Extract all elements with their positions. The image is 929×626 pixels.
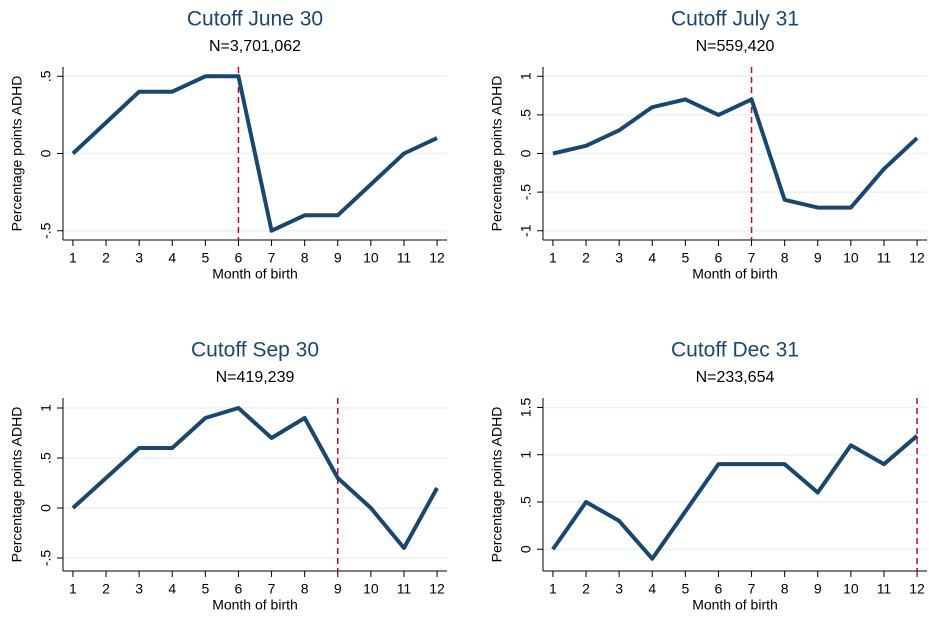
x-tick-label: 11	[397, 581, 412, 597]
chart-title: Cutoff Sep 30	[191, 339, 319, 362]
chart-subtitle: N=419,239	[216, 369, 295, 386]
x-tick-label: 4	[648, 250, 656, 266]
x-tick-label: 8	[781, 581, 789, 597]
x-tick-label: 7	[268, 250, 276, 266]
data-line	[71, 74, 438, 233]
x-tick-label: 10	[843, 581, 859, 597]
y-tick-label: 1	[518, 72, 534, 80]
x-tick-label: 12	[429, 250, 445, 266]
y-tick-label: 0	[38, 149, 54, 157]
panel: Cutoff Sep 30N=419,239-.50.511 2 3 4 5 6 7 8 9 10…	[9, 339, 447, 613]
y-tick-label: 1.5	[518, 398, 534, 418]
panel: Cutoff July 31N=559,420-1-.50.511 2 3 4 5 6 7 8…	[489, 8, 927, 282]
x-tick-label: 9	[334, 250, 342, 266]
x-tick-label: 10	[363, 250, 379, 266]
data-line	[551, 434, 919, 561]
x-tick-label: 3	[615, 250, 623, 266]
y-tick-label: .5	[38, 452, 54, 464]
x-tick-label: 7	[748, 250, 756, 266]
y-axis-label: Percentage points ADHD	[489, 76, 505, 232]
y-tick-label: 1	[38, 404, 54, 412]
y-axis-label: Percentage points ADHD	[9, 407, 25, 563]
x-tick-label: 6	[235, 250, 243, 266]
x-tick-label: 8	[301, 250, 309, 266]
x-tick-label: 3	[135, 250, 143, 266]
chart-subtitle: N=559,420	[696, 38, 775, 55]
chart-subtitle: N=233,654	[696, 369, 775, 386]
x-tick-label: 3	[135, 581, 143, 597]
y-axis-label: Percentage points ADHD	[9, 76, 25, 232]
x-tick-label: 2	[582, 581, 590, 597]
x-tick-label: 5	[681, 250, 689, 266]
x-axis-label: Month of birth	[212, 266, 298, 282]
y-tick-label: 1	[518, 451, 534, 459]
data-line	[552, 97, 919, 210]
x-tick-label: 12	[909, 250, 925, 266]
y-tick-label: -.5	[38, 550, 54, 567]
x-tick-label: 9	[814, 581, 822, 597]
y-axis-label: Percentage points ADHD	[489, 407, 505, 563]
y-tick-label: 0	[38, 504, 54, 512]
y-tick-label: -.5	[38, 222, 54, 239]
y-tick-label: .5	[518, 109, 534, 121]
x-axis-label: Month of birth	[692, 597, 778, 613]
x-tick-label: 6	[235, 581, 243, 597]
x-tick-label: 3	[615, 581, 623, 597]
chart-title: Cutoff June 30	[187, 8, 323, 31]
y-tick-label: .5	[38, 70, 54, 82]
x-tick-label: 7	[748, 581, 756, 597]
data-line	[71, 406, 439, 550]
x-tick-label: 8	[301, 581, 309, 597]
x-tick-label: 2	[582, 250, 590, 266]
x-tick-label: 5	[681, 581, 689, 597]
x-tick-label: 1	[69, 250, 77, 266]
x-tick-label: 1	[549, 581, 557, 597]
panel: Cutoff June 30N=3,701,062-.50.51 2 3 4 5 6 7 8 9…	[9, 8, 447, 282]
x-tick-label: 4	[168, 581, 176, 597]
x-tick-label: 8	[781, 250, 789, 266]
x-tick-label: 5	[201, 250, 209, 266]
x-axis-label: Month of birth	[692, 266, 778, 282]
x-tick-label: 2	[102, 250, 110, 266]
y-tick-label: -1	[518, 224, 534, 237]
y-tick-label: -.5	[518, 184, 534, 201]
chart-title: Cutoff July 31	[671, 8, 799, 31]
chart-title: Cutoff Dec 31	[671, 339, 799, 362]
x-tick-label: 9	[814, 250, 822, 266]
x-tick-label: 12	[909, 581, 925, 597]
x-tick-label: 1	[549, 250, 557, 266]
x-tick-label: 4	[648, 581, 656, 597]
x-tick-label: 7	[268, 581, 276, 597]
chart-subtitle: N=3,701,062	[209, 38, 301, 55]
y-tick-label: .5	[518, 496, 534, 508]
y-tick-label: 0	[518, 545, 534, 553]
y-tick-label: 0	[518, 149, 534, 157]
x-tick-label: 6	[715, 250, 723, 266]
x-tick-label: 11	[877, 250, 892, 266]
x-tick-label: 4	[168, 250, 176, 266]
x-tick-label: 5	[201, 581, 209, 597]
x-tick-label: 2	[102, 581, 110, 597]
x-tick-label: 10	[363, 581, 379, 597]
x-tick-label: 9	[334, 581, 342, 597]
x-tick-label: 10	[843, 250, 859, 266]
x-tick-label: 11	[397, 250, 412, 266]
x-tick-label: 1	[69, 581, 77, 597]
x-tick-label: 11	[877, 581, 892, 597]
x-tick-label: 12	[429, 581, 445, 597]
x-tick-label: 6	[715, 581, 723, 597]
x-axis-label: Month of birth	[212, 597, 298, 613]
